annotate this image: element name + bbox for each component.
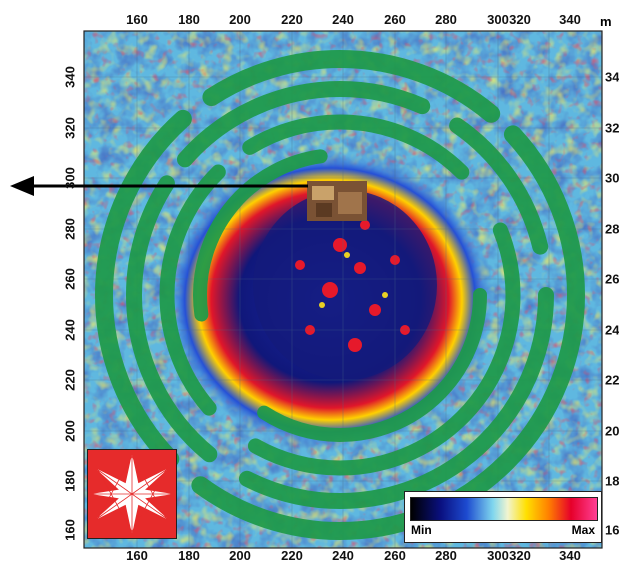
y-tick-left: 280 [62,218,78,240]
y-tick-right: 260 [605,271,619,287]
x-tick-top: 240 [332,12,354,27]
y-tick-right: 160 [605,522,619,538]
y-tick-right: 220 [605,372,619,388]
y-tick-left: 160 [62,519,78,541]
y-tick-left: 240 [62,319,78,341]
y-tick-right: 280 [605,221,619,237]
y-tick-right: 200 [605,423,619,439]
x-tick-top: 300 [487,12,509,27]
x-tick-top: 180 [178,12,200,27]
x-tick-bottom: 320 [509,548,531,563]
x-tick-bottom: 260 [384,548,406,563]
x-tick-top: 280 [435,12,457,27]
y-tick-left: 320 [62,117,78,139]
x-tick-top: 340 [559,12,581,27]
y-tick-right: 320 [605,120,619,136]
y-tick-left: 300 [62,167,78,189]
x-tick-bottom: 160 [126,548,148,563]
y-tick-right: 240 [605,322,619,338]
axis-unit-label: m [600,14,612,29]
legend-min-label: Min [411,523,432,537]
legend-max-label: Max [571,523,595,537]
x-tick-bottom: 280 [435,548,457,563]
y-tick-left: 220 [62,369,78,391]
color-scale-legend: Min Max [404,491,602,543]
x-tick-bottom: 300 [487,548,509,563]
y-tick-left: 200 [62,420,78,442]
x-tick-top: 220 [281,12,303,27]
x-tick-bottom: 340 [559,548,581,563]
x-tick-bottom: 240 [332,548,354,563]
x-tick-top: 200 [229,12,251,27]
y-tick-right: 340 [605,69,619,85]
y-tick-right: 180 [605,473,619,489]
x-tick-top: 260 [384,12,406,27]
x-tick-bottom: 220 [281,548,303,563]
y-tick-left: 340 [62,66,78,88]
x-tick-top: 320 [509,12,531,27]
y-tick-left: 180 [62,470,78,492]
x-tick-bottom: 200 [229,548,251,563]
x-tick-bottom: 180 [178,548,200,563]
x-tick-top: 160 [126,12,148,27]
y-tick-left: 260 [62,268,78,290]
compass-star-icon [87,449,177,539]
left-arrow-icon [10,176,308,196]
color-scale-bar [410,497,598,521]
y-tick-right: 300 [605,170,619,186]
